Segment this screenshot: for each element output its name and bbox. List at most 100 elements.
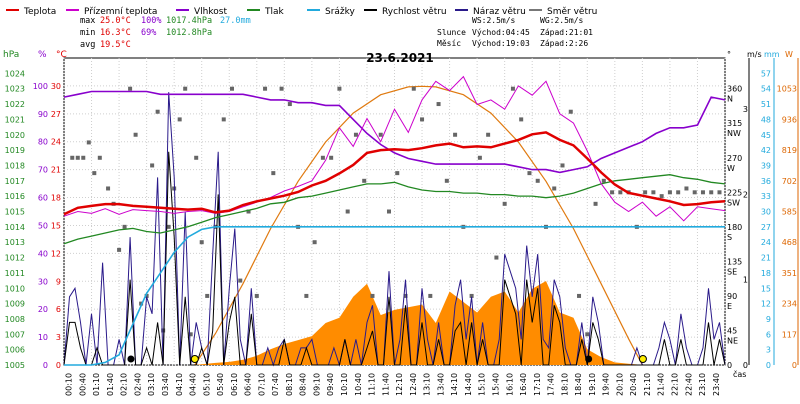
- wind-direction-point: [552, 186, 557, 191]
- x-tick-label: 04:10: [175, 373, 184, 396]
- x-tick-label: 01:10: [92, 373, 101, 396]
- direction-tick-label: E: [727, 302, 732, 311]
- temp-tick-label: 6: [56, 305, 61, 314]
- mm-tick-label: 33: [761, 192, 771, 201]
- hpa-tick-label: 1011: [5, 269, 25, 278]
- percent-tick-label: 0: [43, 361, 48, 370]
- degree-tick-label: 360: [727, 85, 742, 94]
- wind-direction-point: [593, 201, 598, 206]
- hpa-tick-label: 1006: [5, 346, 25, 355]
- mm-tick-label: 3: [766, 346, 771, 355]
- wind-direction-point: [139, 301, 144, 306]
- w-tick-label: 351: [782, 269, 797, 278]
- w-tick-label: 468: [782, 238, 797, 247]
- temp-tick-label: 27: [51, 110, 61, 119]
- ms-tick-label: 3: [743, 105, 748, 114]
- hpa-tick-label: 1020: [5, 131, 25, 140]
- wind-direction-point: [709, 190, 714, 195]
- wind-direction-point: [353, 132, 358, 137]
- direction-tick-label: SE: [727, 267, 737, 276]
- wind-direction-point: [469, 293, 474, 298]
- pressure-line: [63, 174, 726, 245]
- stat-temp: 19.5°C: [100, 40, 131, 50]
- x-tick-label: 11:40: [381, 373, 390, 396]
- mm-tick-label: 6: [766, 330, 771, 339]
- wind-direction-point: [320, 155, 325, 160]
- x-tick-label: 03:40: [161, 373, 170, 396]
- hpa-tick-label: 1022: [5, 100, 25, 109]
- mm-tick-label: 48: [761, 115, 771, 124]
- wind-direction-point: [568, 109, 573, 114]
- wind-direction-point: [502, 201, 507, 206]
- w-tick-label: 819: [782, 146, 797, 155]
- legend-label: Vlhkost: [194, 7, 227, 17]
- x-tick-label: 07:10: [257, 373, 266, 396]
- wind-direction-point: [150, 163, 155, 168]
- temp-tick-label: 24: [51, 138, 61, 147]
- mm-tick-label: 27: [761, 223, 771, 232]
- degree-tick-label: 45: [727, 326, 737, 335]
- mm-tick-label: 45: [761, 131, 771, 140]
- ms-tick-label: 1: [743, 276, 748, 285]
- wind-direction-point: [428, 293, 433, 298]
- percent-tick-label: 60: [38, 194, 48, 203]
- temp-tick-label: 30: [51, 82, 61, 91]
- temp-tick-label: 21: [51, 166, 61, 175]
- wind-direction-point: [676, 190, 681, 195]
- x-tick-label: 08:40: [299, 373, 308, 396]
- stat-humidity: 69%: [141, 28, 156, 38]
- axis-unit-hpa: hPa: [3, 50, 19, 60]
- w-tick-label: 585: [782, 208, 797, 217]
- hpa-tick-label: 1017: [5, 177, 25, 186]
- wind-direction-point: [177, 117, 182, 122]
- axis-unit-degrees: °: [727, 50, 731, 59]
- wind-direction-point: [117, 247, 122, 252]
- stat-temp: 25.0°C: [100, 16, 131, 26]
- degree-tick-label: 180: [727, 223, 742, 232]
- wind-direction-point: [337, 86, 342, 91]
- wind-direction-point: [155, 109, 160, 114]
- w-tick-label: 0: [792, 361, 797, 370]
- wind-direction-point: [287, 102, 292, 107]
- hpa-tick-label: 1018: [5, 161, 25, 170]
- w-tick-label: 117: [782, 330, 797, 339]
- wind-direction-point: [345, 209, 350, 214]
- legend-label: Srážky: [325, 7, 356, 17]
- wind-direction-point: [610, 190, 615, 195]
- x-tick-label: 07:40: [271, 373, 280, 396]
- x-tick-label: 04:40: [189, 373, 198, 396]
- mm-tick-label: 30: [761, 208, 771, 217]
- direction-tick-label: N: [727, 95, 733, 104]
- mm-tick-label: 15: [761, 284, 771, 293]
- moonset-marker: [127, 355, 135, 363]
- wind-direction-point: [183, 86, 188, 91]
- solar-radiation-area: [194, 281, 643, 365]
- precipitation-line: [64, 226, 725, 366]
- wind-direction-point: [444, 178, 449, 183]
- wind-direction-point: [560, 163, 565, 168]
- x-tick-label: 06:10: [230, 373, 239, 396]
- wind-direction-point: [166, 224, 171, 229]
- wind-direction-point: [230, 86, 235, 91]
- degree-tick-label: 135: [727, 257, 742, 266]
- wind-direction-point: [486, 132, 491, 137]
- moon-set: Západ:2:26: [540, 39, 588, 48]
- stat-temp: 16.3°C: [100, 28, 131, 38]
- percent-tick-label: 40: [38, 249, 48, 258]
- wind-direction-point: [585, 332, 590, 337]
- x-tick-label: 21:40: [657, 373, 666, 396]
- axis-unit-mm: mm: [764, 50, 780, 59]
- x-tick-label: 02:10: [120, 373, 129, 396]
- x-tick-label: 10:40: [354, 373, 363, 396]
- wind-direction-point: [651, 190, 656, 195]
- hpa-tick-label: 1024: [5, 69, 25, 78]
- axis-unit-ms: m/s: [747, 50, 762, 59]
- wind-direction-point: [717, 190, 722, 195]
- percent-tick-label: 70: [38, 166, 48, 175]
- temperature-line: [63, 131, 726, 216]
- wind-direction-point: [128, 86, 133, 91]
- wind-direction-point: [238, 278, 243, 283]
- wind-direction-point: [97, 155, 102, 160]
- wind-direction-point: [527, 171, 532, 176]
